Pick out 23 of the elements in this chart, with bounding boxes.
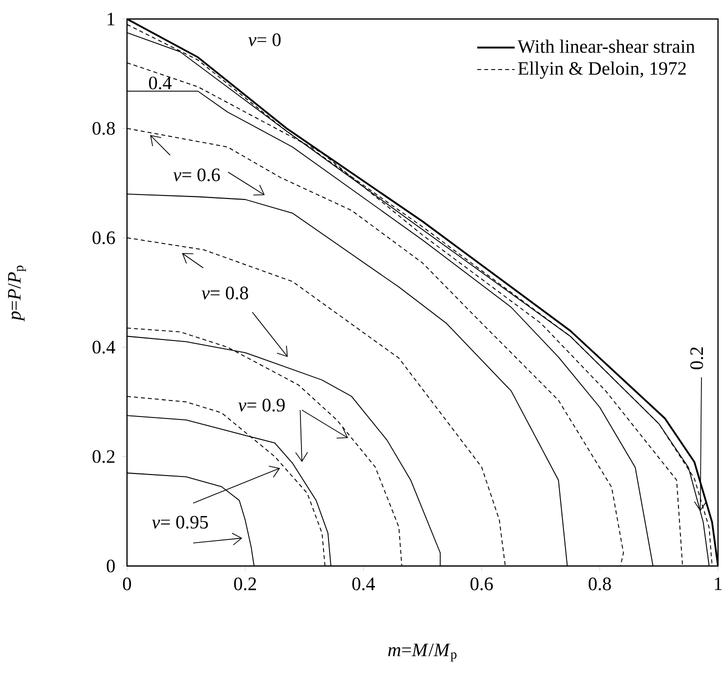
y-tick-label: 1 bbox=[108, 12, 114, 26]
x-tick-label: 0.8 bbox=[588, 577, 611, 590]
annotation: v= 0.6 bbox=[173, 168, 220, 182]
y-tick-label: 0.4 bbox=[92, 340, 116, 354]
x-tick-label: 0.4 bbox=[352, 577, 375, 590]
legend-label: Ellyin & Deloin, 1972 bbox=[518, 62, 686, 79]
x-axis-title: m=M/M$_{p}$ bbox=[388, 644, 456, 662]
legend-label: With linear-shear strain bbox=[518, 40, 695, 53]
x-tick-label: 0.6 bbox=[470, 577, 493, 590]
annotation: v= 0.9 bbox=[238, 398, 285, 412]
annotation: 0.4 bbox=[148, 76, 172, 90]
annotation: v= 0.8 bbox=[202, 286, 248, 300]
y-tick-label: 0.6 bbox=[92, 231, 115, 244]
x-tick-label: 0 bbox=[122, 577, 132, 590]
x-tick-label: 1 bbox=[714, 577, 722, 590]
annotation: v= 0.95 bbox=[152, 516, 208, 529]
y-axis-title: p=P/P$_{p}$ bbox=[8, 266, 26, 322]
y-tick-label: 0.8 bbox=[92, 122, 115, 135]
annotation: v= 0 bbox=[248, 33, 281, 46]
y-tick-label: 0.2 bbox=[92, 450, 114, 464]
y-tick-label: 0 bbox=[106, 560, 115, 572]
x-tick-label: 0.2 bbox=[234, 577, 256, 590]
annotation: 0.2 bbox=[690, 347, 704, 370]
